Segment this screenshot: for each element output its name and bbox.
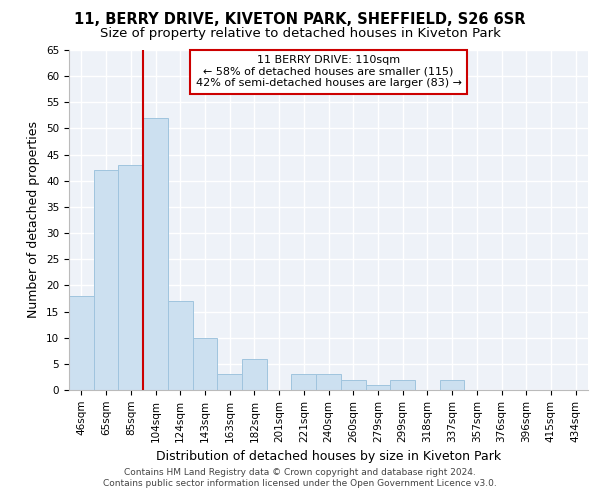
- Bar: [217, 374, 242, 390]
- Bar: [440, 380, 464, 390]
- Bar: [94, 170, 118, 390]
- Text: 11 BERRY DRIVE: 110sqm
← 58% of detached houses are smaller (115)
42% of semi-de: 11 BERRY DRIVE: 110sqm ← 58% of detached…: [196, 55, 461, 88]
- Text: Size of property relative to detached houses in Kiveton Park: Size of property relative to detached ho…: [100, 28, 500, 40]
- Bar: [168, 301, 193, 390]
- Bar: [292, 374, 316, 390]
- Bar: [341, 380, 365, 390]
- Bar: [143, 118, 168, 390]
- Bar: [365, 385, 390, 390]
- Bar: [316, 374, 341, 390]
- Bar: [69, 296, 94, 390]
- X-axis label: Distribution of detached houses by size in Kiveton Park: Distribution of detached houses by size …: [156, 450, 501, 463]
- Bar: [390, 380, 415, 390]
- Y-axis label: Number of detached properties: Number of detached properties: [28, 122, 40, 318]
- Text: 11, BERRY DRIVE, KIVETON PARK, SHEFFIELD, S26 6SR: 11, BERRY DRIVE, KIVETON PARK, SHEFFIELD…: [74, 12, 526, 28]
- Text: Contains HM Land Registry data © Crown copyright and database right 2024.
Contai: Contains HM Land Registry data © Crown c…: [103, 468, 497, 487]
- Bar: [118, 165, 143, 390]
- Bar: [242, 358, 267, 390]
- Bar: [193, 338, 217, 390]
